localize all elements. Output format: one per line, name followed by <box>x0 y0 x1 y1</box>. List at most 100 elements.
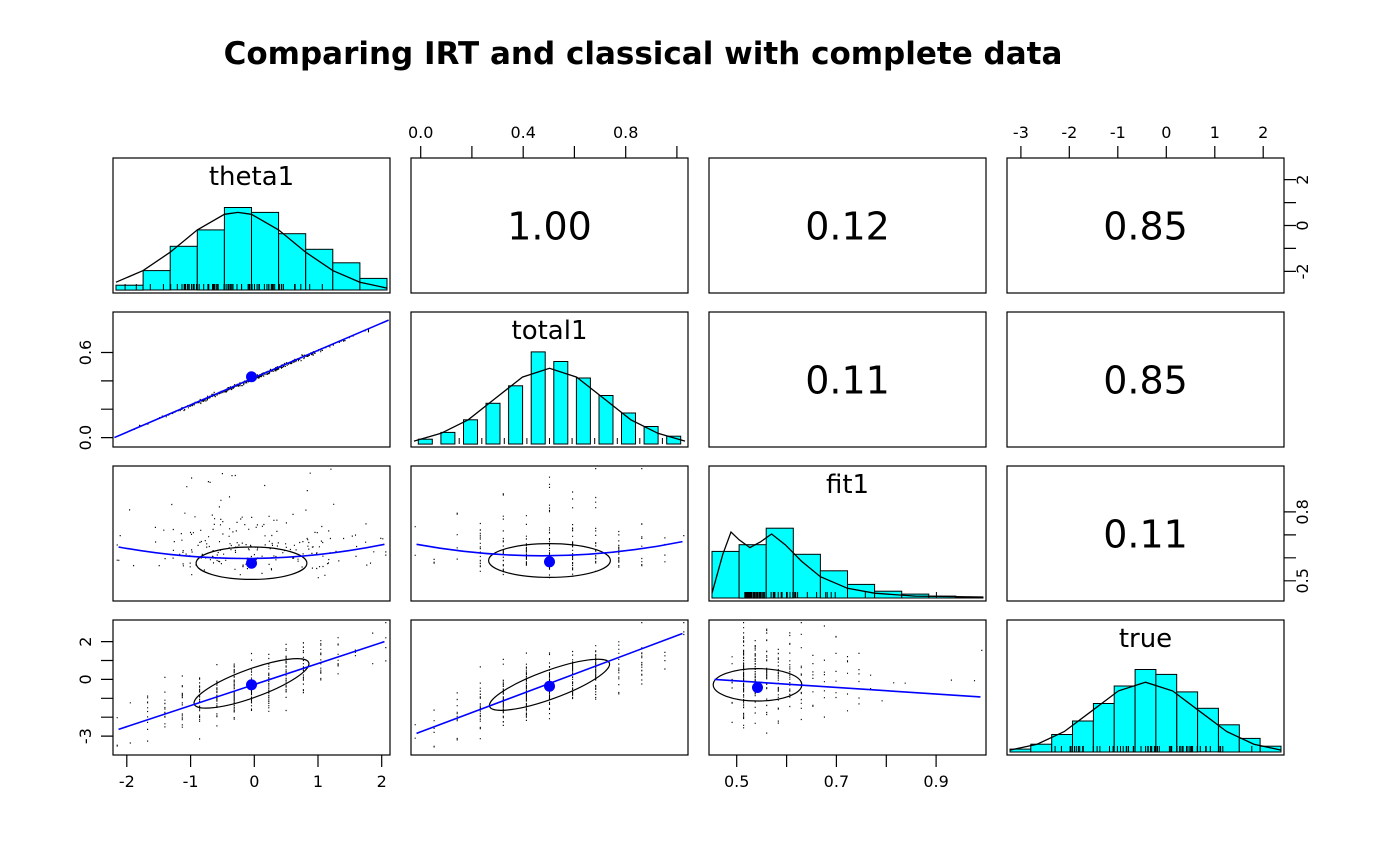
hist-bar <box>440 431 456 445</box>
correlation-ellipse <box>195 546 308 581</box>
variable-label-fit1: fit1 <box>826 470 869 500</box>
hist-bar <box>711 550 740 599</box>
panel-cor-theta1-fit1: 0.12 <box>708 157 987 294</box>
tick-label: -1 <box>1110 123 1126 142</box>
mean-dot <box>246 557 257 569</box>
hist-bar <box>643 426 659 445</box>
hist-bar <box>1092 703 1115 753</box>
correlation-ellipse <box>487 542 612 578</box>
axis-top-col4: -3 -2 -1 0 1 2 <box>1013 123 1268 158</box>
chart-title: Comparing IRT and classical with complet… <box>224 36 1063 72</box>
hist-bar <box>305 248 334 291</box>
axis-ticks <box>1284 511 1296 582</box>
mean-dot <box>544 680 555 692</box>
density-curve <box>115 211 388 289</box>
panel-scatter-total1-vs-theta1 <box>112 311 391 448</box>
panel-scatter-true-vs-theta1 <box>112 619 391 756</box>
panel-border <box>410 311 689 448</box>
hist-bar <box>196 229 225 291</box>
panel-cor-total1-true: 0.85 <box>1006 311 1285 448</box>
hist-bar <box>1176 691 1199 753</box>
axis-ticks <box>736 755 937 767</box>
tick-label: 0 <box>1161 123 1171 142</box>
hist-bar <box>530 351 546 445</box>
hist-bar <box>417 438 433 445</box>
hist-bar <box>765 527 794 599</box>
panel-hist-true: true <box>1006 619 1285 756</box>
hist-bar <box>553 361 569 445</box>
panels-grid: theta1 total1 fit1 true 1.00 0.12 0.85 0.11 0.85… <box>76 123 1312 791</box>
hist-bar <box>598 395 614 445</box>
axis-ticks <box>126 755 383 767</box>
tick-label: 0.8 <box>1293 499 1312 524</box>
tick-label: 2 <box>76 637 95 647</box>
axis-right-row3: 0.8 0.5 <box>1284 499 1312 594</box>
hist-bar <box>1259 745 1282 753</box>
panel-cor-theta1-total1: 1.00 <box>410 157 689 294</box>
tick-label: 0.5 <box>724 772 749 791</box>
panel-border <box>1006 465 1285 602</box>
hist-bar <box>1113 685 1136 753</box>
hist-bar <box>278 233 307 291</box>
tick-label: -3 <box>1013 123 1029 142</box>
density-curve <box>413 367 686 442</box>
axis-bottom-col1: -2 -1 0 1 2 <box>119 755 387 791</box>
mean-dot <box>246 371 257 383</box>
hist-bar <box>223 207 253 291</box>
tick-label: 1 <box>1210 123 1220 142</box>
panel-scatter-fit1-vs-theta1 <box>112 465 391 602</box>
panel-hist-total1: total1 <box>410 311 689 448</box>
panel-cor-fit1-true: 0.11 <box>1006 465 1285 602</box>
hist-bar <box>1218 724 1240 753</box>
axis-left-row4: 2 0 -3 <box>76 637 113 744</box>
tick-label: -1 <box>183 772 199 791</box>
axis-bottom-col3: 0.5 0.7 0.9 <box>724 755 949 791</box>
correlation-value: 0.12 <box>805 205 890 249</box>
panel-cor-total1-fit1: 0.11 <box>708 311 987 448</box>
correlation-value: 0.11 <box>805 359 890 403</box>
panel-scatter-fit1-vs-total1 <box>410 465 689 602</box>
axis-right-row1: 2 0 -2 <box>1284 175 1312 279</box>
tick-label: 0.6 <box>76 340 95 365</box>
density-curve <box>711 530 984 598</box>
hist-bar <box>463 419 478 445</box>
panel-scatter-true-vs-total1 <box>410 619 689 756</box>
hist-bar <box>142 270 171 291</box>
correlation-value: 0.85 <box>1103 205 1188 249</box>
tick-label: 0 <box>76 674 95 684</box>
tick-label: 0.5 <box>1293 568 1312 593</box>
tick-label: 0.0 <box>76 425 95 450</box>
hist-bar <box>792 553 821 599</box>
tick-label: 0.9 <box>923 772 948 791</box>
tick-label: 0.4 <box>510 123 535 142</box>
panel-scatter-true-vs-fit1 <box>708 619 987 756</box>
axis-ticks <box>101 351 113 439</box>
density-curve <box>1009 681 1282 751</box>
hist-bar <box>738 544 767 599</box>
hist-bar <box>359 277 388 291</box>
variable-label-total1: total1 <box>512 316 588 346</box>
hist-bar <box>115 284 144 291</box>
hist-bar <box>251 211 280 291</box>
hist-bar <box>485 402 501 445</box>
panel-cor-theta1-true: 0.85 <box>1006 157 1285 294</box>
tick-label: -3 <box>76 728 95 744</box>
panel-hist-fit1: fit1 <box>708 465 987 602</box>
correlation-value: 1.00 <box>507 205 592 249</box>
panel-hist-theta1: theta1 <box>112 157 391 294</box>
panel-border <box>410 157 689 294</box>
hist-bar <box>169 245 198 291</box>
tick-label: 0 <box>249 772 259 791</box>
tick-label: -2 <box>1061 123 1077 142</box>
hist-bar <box>575 377 591 445</box>
rug-ticks <box>458 438 663 444</box>
tick-label: -2 <box>1293 263 1312 279</box>
axis-left-row2: 0.6 0.0 <box>76 340 113 450</box>
tick-label: 2 <box>1293 175 1312 185</box>
hist-bar <box>508 385 524 445</box>
rug-ticks <box>744 592 937 598</box>
correlation-value: 0.85 <box>1103 359 1188 403</box>
mean-dot <box>246 679 257 691</box>
tick-label: 0 <box>1293 220 1312 230</box>
tick-label: 0.7 <box>824 772 849 791</box>
